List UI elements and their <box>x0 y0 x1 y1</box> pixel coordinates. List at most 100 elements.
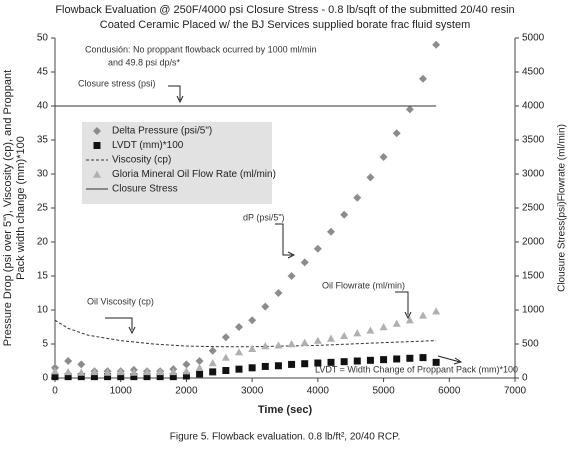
point <box>287 272 296 280</box>
y-tick-label: 35 <box>37 135 49 146</box>
point <box>300 258 309 267</box>
legend-label: Viscosity (cp) <box>112 155 171 166</box>
point <box>90 367 99 376</box>
x-tick-label: 4000 <box>307 386 330 397</box>
x-tick-label: 6000 <box>438 386 461 397</box>
arrows <box>105 85 463 365</box>
point <box>156 373 164 381</box>
annotation: and 49.8 psi dp/s* <box>108 57 181 67</box>
y-axis-label: Pressure Drop (psi over 5"), Viscosity (… <box>2 70 14 346</box>
point <box>129 368 138 376</box>
x-tick-label: 2000 <box>175 386 198 397</box>
legend-marker <box>93 142 101 149</box>
arrow <box>275 223 292 256</box>
arrow <box>105 317 133 330</box>
point <box>301 360 309 368</box>
caption: Figure 5. Flowback evaluation. 0.8 lb/ft… <box>170 432 401 443</box>
point <box>379 153 388 161</box>
y-tick-label: 5 <box>42 339 48 350</box>
point <box>182 360 191 369</box>
line <box>54 319 437 348</box>
point <box>117 373 125 381</box>
point <box>208 359 217 367</box>
annotation: LVDT = Width Change of Proppant Pack (mm… <box>315 364 518 374</box>
annotation: Oil Viscosity (cp) <box>87 296 154 306</box>
point <box>287 340 296 348</box>
chart-title: Flowback Evaluation @ 250F/4000 psi Clos… <box>55 4 514 16</box>
point <box>274 341 283 349</box>
annotation: Condusión: No proppant flowback ocurred … <box>85 44 317 54</box>
y2-tick-label: 4000 <box>522 101 545 112</box>
y-tick-label: 40 <box>37 101 49 112</box>
point <box>432 40 441 49</box>
x-tick-label: 3000 <box>241 386 264 397</box>
point <box>196 370 204 378</box>
point <box>406 354 414 362</box>
point <box>340 331 349 340</box>
arrow-head <box>404 311 412 320</box>
point <box>90 373 98 381</box>
x-tick-label: 7000 <box>504 386 527 397</box>
x-tick-label: 5000 <box>372 386 395 397</box>
point <box>379 323 388 331</box>
annotation: Closure stress (psi) <box>78 78 156 88</box>
x-axis-label: Time (sec) <box>258 404 313 416</box>
point <box>366 173 375 182</box>
point <box>261 342 270 350</box>
point <box>288 360 296 368</box>
point <box>261 302 270 311</box>
point <box>366 326 375 334</box>
chart-title: Coated Ceramic Placed w/ the BJ Services… <box>100 19 471 31</box>
point <box>143 373 151 381</box>
point <box>340 210 349 219</box>
point <box>209 368 217 376</box>
point <box>130 373 138 381</box>
point <box>248 344 257 352</box>
legend-marker <box>93 170 101 178</box>
point <box>182 372 190 380</box>
y2-tick-label: 3000 <box>522 169 545 180</box>
point <box>393 355 401 363</box>
y-tick-label: 0 <box>42 373 48 384</box>
point <box>380 356 388 364</box>
point <box>340 358 348 366</box>
y2-tick-label: 1000 <box>522 305 545 316</box>
point <box>392 129 401 138</box>
point <box>64 357 73 365</box>
legend-marker <box>93 127 101 135</box>
legend-label: Gloria Mineral Oil Flow Rate (ml/min) <box>112 169 276 180</box>
point <box>195 363 204 371</box>
y-axis-label: Pack width change (mm)*100 <box>15 136 27 280</box>
point <box>221 353 230 361</box>
point <box>235 348 243 356</box>
y-tick-label: 30 <box>37 169 49 180</box>
y2-tick-label: 2500 <box>522 203 545 214</box>
y2-tick-label: 4500 <box>522 67 545 78</box>
point <box>51 367 59 375</box>
point <box>143 367 151 376</box>
point <box>77 373 85 381</box>
point <box>169 373 177 381</box>
point <box>419 311 427 319</box>
point <box>235 323 243 331</box>
y2-tick-label: 0 <box>522 373 528 384</box>
x-tick-label: 1000 <box>110 386 133 397</box>
point <box>248 364 256 372</box>
point <box>274 362 282 370</box>
y-tick-label: 15 <box>37 271 49 282</box>
y2-tick-label: 500 <box>522 339 539 350</box>
point <box>182 367 191 375</box>
point <box>313 244 322 253</box>
point <box>300 338 309 346</box>
y-tick-label: 25 <box>37 203 49 214</box>
legend-label: LVDT (mm)*100 <box>112 140 184 151</box>
point <box>419 354 427 362</box>
legend-label: Delta Pressure (psi/5") <box>112 126 212 137</box>
point <box>195 357 204 365</box>
point <box>405 105 414 114</box>
arrow-head <box>287 251 296 259</box>
point <box>169 367 178 376</box>
arrow-head <box>128 326 136 335</box>
point <box>314 359 322 367</box>
